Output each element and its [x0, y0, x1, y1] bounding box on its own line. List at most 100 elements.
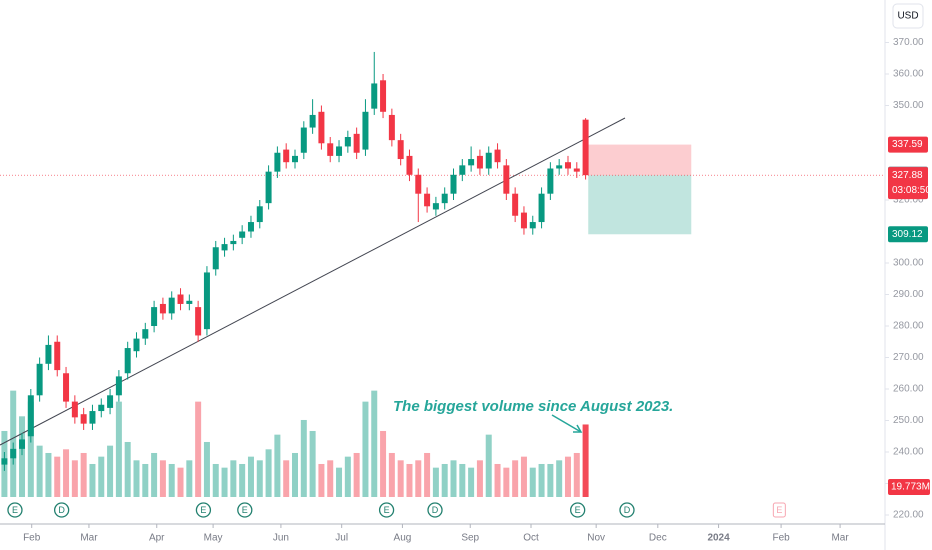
candle-body — [388, 114, 395, 141]
volume-bar — [380, 430, 387, 497]
y-tick-label: 320.00 — [893, 195, 924, 206]
event-label: E — [200, 505, 206, 515]
candle-body — [344, 136, 351, 147]
price-tag-label: 337.59 — [892, 139, 923, 150]
volume-bar — [230, 460, 237, 497]
candle-body — [98, 404, 105, 412]
candle-body — [424, 193, 431, 207]
candle-body — [292, 155, 298, 163]
event-marker[interactable] — [53, 502, 70, 518]
candle-body — [159, 303, 166, 314]
event-marker[interactable] — [570, 502, 586, 518]
candle-body — [459, 165, 466, 175]
volume-bar — [327, 460, 334, 497]
candle-body — [503, 165, 510, 194]
volume-bar — [159, 460, 166, 497]
volume-bar — [80, 452, 87, 497]
volume-bar — [142, 463, 149, 497]
volume-bar — [468, 467, 475, 497]
volume-bar — [494, 463, 501, 497]
candle-body — [168, 297, 175, 314]
volume-bar — [485, 434, 492, 497]
event-label: E — [776, 505, 782, 515]
candle-body — [80, 414, 87, 424]
volume-bar — [27, 401, 34, 497]
x-tick-label: Oct — [523, 533, 539, 544]
candle-body — [36, 363, 43, 396]
event-label: D — [624, 505, 631, 515]
volume-bar — [177, 467, 184, 497]
candle-layer — [1, 51, 589, 471]
volume-bar — [63, 449, 70, 497]
price-tag — [888, 136, 928, 153]
volume-bar — [45, 452, 52, 497]
event-marker[interactable] — [7, 502, 23, 518]
volume-tag — [888, 479, 930, 495]
candle-body — [556, 165, 563, 169]
volume-tag-label: 19.773M — [891, 482, 930, 493]
volume-bar — [212, 463, 219, 497]
candle-body — [177, 294, 184, 304]
candle-body — [63, 373, 70, 402]
candle-body — [256, 206, 263, 223]
volume-bar — [115, 401, 122, 497]
currency-button[interactable] — [892, 3, 924, 29]
candle-body — [582, 119, 589, 176]
volume-bar — [503, 467, 510, 497]
candle-body — [45, 344, 52, 364]
volume-bar — [353, 452, 360, 497]
y-tick-label: 240.00 — [893, 447, 924, 458]
volume-bar — [124, 441, 131, 497]
volume-bar — [415, 460, 422, 497]
volume-bar — [564, 456, 571, 497]
candle-body — [186, 300, 193, 304]
volume-bar — [256, 460, 263, 497]
candle-body — [300, 127, 307, 153]
volume-bar — [107, 445, 114, 497]
event-marker[interactable] — [427, 502, 443, 518]
x-tick-label: Nov — [587, 533, 605, 544]
event-marker[interactable] — [237, 502, 253, 518]
candle-body — [380, 80, 387, 112]
x-tick-label: Mar — [831, 533, 849, 544]
volume-bar — [371, 390, 378, 497]
candle-body — [124, 348, 131, 374]
candle-body — [71, 401, 78, 418]
candle-body — [397, 140, 404, 160]
candle-body — [274, 152, 281, 172]
countdown: 03:08:50 — [892, 185, 931, 196]
candle-body — [1, 458, 8, 465]
candle-body — [353, 133, 360, 153]
volume-bar — [98, 456, 105, 497]
price-tag-label: 327.88 — [892, 170, 923, 181]
event-marker[interactable] — [195, 502, 212, 518]
candle-body — [89, 411, 96, 424]
event-marker[interactable] — [378, 502, 395, 518]
y-tick-label: 270.00 — [893, 352, 924, 363]
candle-body — [564, 162, 571, 169]
y-tick-label: 290.00 — [893, 289, 924, 300]
candle-body — [212, 247, 219, 270]
candle-body — [107, 395, 114, 408]
candle-body — [485, 152, 492, 169]
candle-body — [441, 193, 448, 204]
x-tick-label: Feb — [772, 533, 790, 544]
y-tick-label: 300.00 — [893, 258, 924, 269]
event-label: E — [384, 505, 390, 515]
candle-body — [19, 439, 26, 449]
candle-body — [151, 307, 158, 327]
volume-bar — [195, 401, 202, 497]
volume-bar — [318, 463, 325, 497]
price-tag — [888, 167, 928, 200]
volume-bar — [168, 463, 175, 497]
currency-label: USD — [897, 11, 918, 22]
candle-body — [432, 203, 439, 210]
event-marker[interactable] — [619, 502, 635, 518]
candle-body — [520, 212, 527, 229]
y-tick-label: 280.00 — [893, 321, 924, 332]
candle-body — [203, 272, 210, 330]
event-marker[interactable] — [772, 502, 786, 518]
x-tick-label: May — [204, 533, 223, 544]
volume-bar — [573, 452, 580, 497]
event-label: D — [58, 505, 65, 515]
